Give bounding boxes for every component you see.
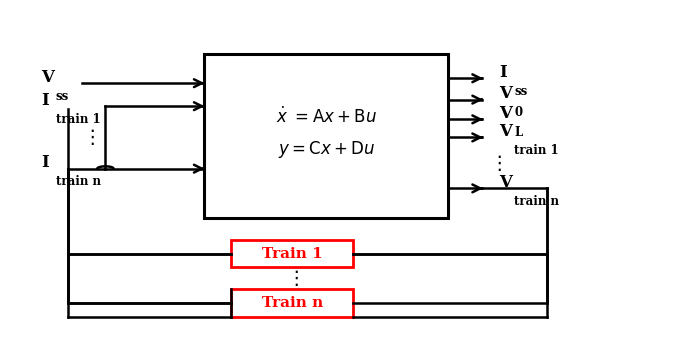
- Bar: [231, 240, 353, 267]
- Text: $\vdots$: $\vdots$: [489, 153, 502, 173]
- Text: train n: train n: [56, 176, 100, 188]
- Text: V: V: [500, 85, 512, 102]
- Text: I: I: [41, 154, 49, 171]
- Text: I: I: [500, 64, 507, 81]
- Text: train 1: train 1: [514, 144, 559, 157]
- Text: L: L: [514, 126, 523, 139]
- Text: 0: 0: [514, 106, 523, 119]
- Text: $\vdots$: $\vdots$: [82, 127, 95, 147]
- Text: Train 1: Train 1: [262, 246, 322, 260]
- Text: ss: ss: [56, 90, 69, 103]
- Text: $\vdots$: $\vdots$: [286, 268, 299, 288]
- Text: train 1: train 1: [56, 113, 100, 126]
- Bar: [231, 289, 353, 317]
- Text: train n: train n: [514, 195, 559, 208]
- Text: $y=\mathrm{C}x+\mathrm{D}u$: $y=\mathrm{C}x+\mathrm{D}u$: [278, 139, 375, 160]
- Text: V: V: [500, 123, 512, 140]
- Text: V: V: [41, 69, 54, 86]
- Bar: [204, 54, 448, 218]
- Text: V: V: [500, 174, 512, 191]
- Text: V: V: [500, 105, 512, 122]
- Text: $\dot{x}\ =\mathrm{A}x+\mathrm{B}u$: $\dot{x}\ =\mathrm{A}x+\mathrm{B}u$: [276, 107, 376, 127]
- Text: Train n: Train n: [261, 296, 323, 310]
- Text: ss: ss: [514, 85, 527, 98]
- Text: I: I: [41, 92, 49, 109]
